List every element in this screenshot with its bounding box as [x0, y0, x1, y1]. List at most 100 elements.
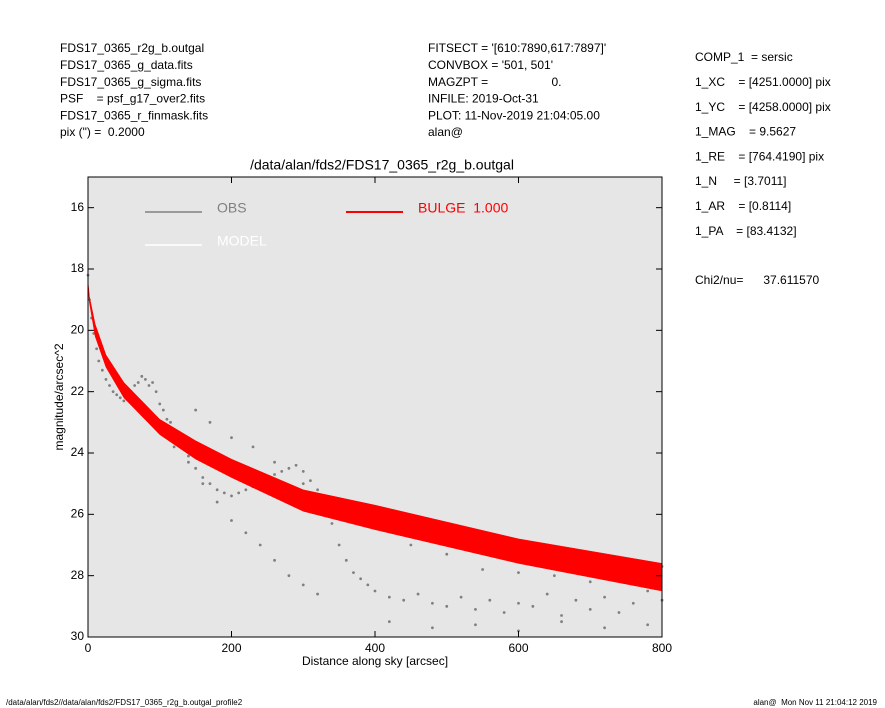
data-point	[531, 604, 535, 608]
header-left-line: PSF = psf_g17_over2.fits	[60, 92, 205, 106]
data-point	[273, 558, 276, 562]
data-point	[201, 482, 205, 486]
data-point	[560, 620, 563, 624]
data-point	[165, 417, 169, 421]
x-tick-label: 800	[652, 641, 672, 655]
legend-label: MODEL	[217, 233, 267, 249]
fit-parameter: 1_MAG = 9.5627	[695, 125, 796, 139]
data-point	[646, 623, 650, 627]
data-point	[194, 408, 198, 412]
legend-label: BULGE 1.000	[418, 200, 508, 216]
data-point	[230, 519, 233, 522]
data-point	[301, 470, 305, 473]
footer-right: alan@ Mon Nov 11 21:04:12 2019	[753, 698, 877, 707]
data-point	[154, 390, 158, 394]
data-point	[481, 568, 485, 571]
data-point	[316, 488, 319, 492]
data-point	[309, 479, 312, 482]
data-point	[646, 589, 650, 593]
data-point	[111, 390, 115, 394]
data-point	[459, 595, 463, 599]
chart-title: /data/alan/fds2/FDS17_0365_r2g_b.outgal	[250, 157, 514, 173]
header-mid-line: PLOT: 11-Nov-2019 21:04:05.00	[428, 108, 600, 122]
data-point	[574, 598, 578, 602]
fit-parameter: COMP_1 = sersic	[695, 50, 793, 64]
data-point	[366, 583, 370, 587]
data-point	[169, 420, 172, 424]
y-tick-label: 28	[71, 568, 85, 582]
data-point	[330, 522, 334, 525]
data-point	[631, 601, 635, 605]
data-point	[445, 604, 449, 608]
data-point	[237, 491, 241, 495]
data-point	[161, 408, 165, 412]
data-point	[301, 583, 305, 587]
data-point	[474, 608, 477, 611]
data-point	[194, 466, 198, 470]
data-point	[140, 374, 144, 378]
data-point	[344, 558, 348, 562]
header-left-line: FDS17_0365_g_data.fits	[60, 58, 193, 72]
data-point	[208, 482, 212, 486]
header-left-line: FDS17_0365_r_finmask.fits	[60, 108, 208, 122]
data-point	[144, 378, 147, 381]
data-point	[603, 626, 606, 630]
data-point	[201, 476, 205, 479]
header-mid-line: alan@	[428, 125, 463, 139]
data-point	[115, 393, 119, 397]
data-point	[517, 601, 520, 605]
data-point	[208, 420, 212, 424]
header-mid-line: CONVBOX = '501, 501'	[428, 58, 553, 72]
data-point	[337, 543, 341, 547]
y-tick-label: 30	[71, 629, 85, 643]
y-axis-label: magnitude/arcsec^2	[52, 343, 66, 450]
data-point	[136, 381, 140, 384]
y-tick-label: 20	[71, 323, 85, 337]
y-tick-label: 24	[71, 445, 85, 459]
y-tick-label: 18	[71, 261, 85, 275]
data-point	[431, 626, 434, 630]
header-left-line: FDS17_0365_g_sigma.fits	[60, 75, 201, 89]
data-point	[545, 592, 549, 596]
fit-parameter: 1_AR = [0.8114]	[695, 199, 791, 213]
data-point	[431, 601, 434, 605]
data-point	[133, 384, 137, 387]
y-tick-label: 22	[71, 384, 85, 398]
data-point	[273, 473, 276, 476]
data-point	[560, 614, 563, 617]
data-point	[95, 347, 99, 351]
data-point	[187, 460, 190, 464]
chi-square: Chi2/nu= 37.611570	[695, 273, 820, 287]
data-point	[588, 580, 592, 584]
data-point	[230, 436, 233, 440]
x-tick-label: 600	[508, 641, 528, 655]
fit-parameter: 1_PA = [83.4132]	[695, 224, 797, 238]
header-left-line: pix (") = 0.2000	[60, 125, 145, 139]
legend-label: OBS	[217, 200, 247, 216]
data-point	[387, 620, 391, 624]
data-point	[294, 463, 298, 467]
data-point	[359, 577, 363, 581]
data-point	[517, 571, 520, 574]
fit-parameter: 1_RE = [764.4190] pix	[695, 149, 824, 163]
y-tick-label: 26	[71, 507, 85, 521]
data-point	[222, 491, 226, 495]
data-point	[104, 378, 108, 381]
data-point	[97, 359, 101, 363]
data-point	[244, 488, 248, 492]
header-mid-line: INFILE: 2019-Oct-31	[428, 92, 539, 106]
fit-parameter: 1_N = [3.7011]	[695, 174, 787, 188]
data-point	[352, 571, 355, 574]
data-point	[251, 445, 255, 449]
data-point	[287, 574, 291, 578]
x-tick-label: 200	[221, 641, 241, 655]
data-point	[244, 531, 248, 535]
data-point	[172, 445, 176, 449]
data-point	[187, 454, 190, 458]
data-point	[402, 598, 406, 602]
data-point	[215, 488, 219, 492]
data-point	[474, 623, 477, 627]
data-point	[280, 470, 284, 473]
data-point	[552, 574, 556, 578]
